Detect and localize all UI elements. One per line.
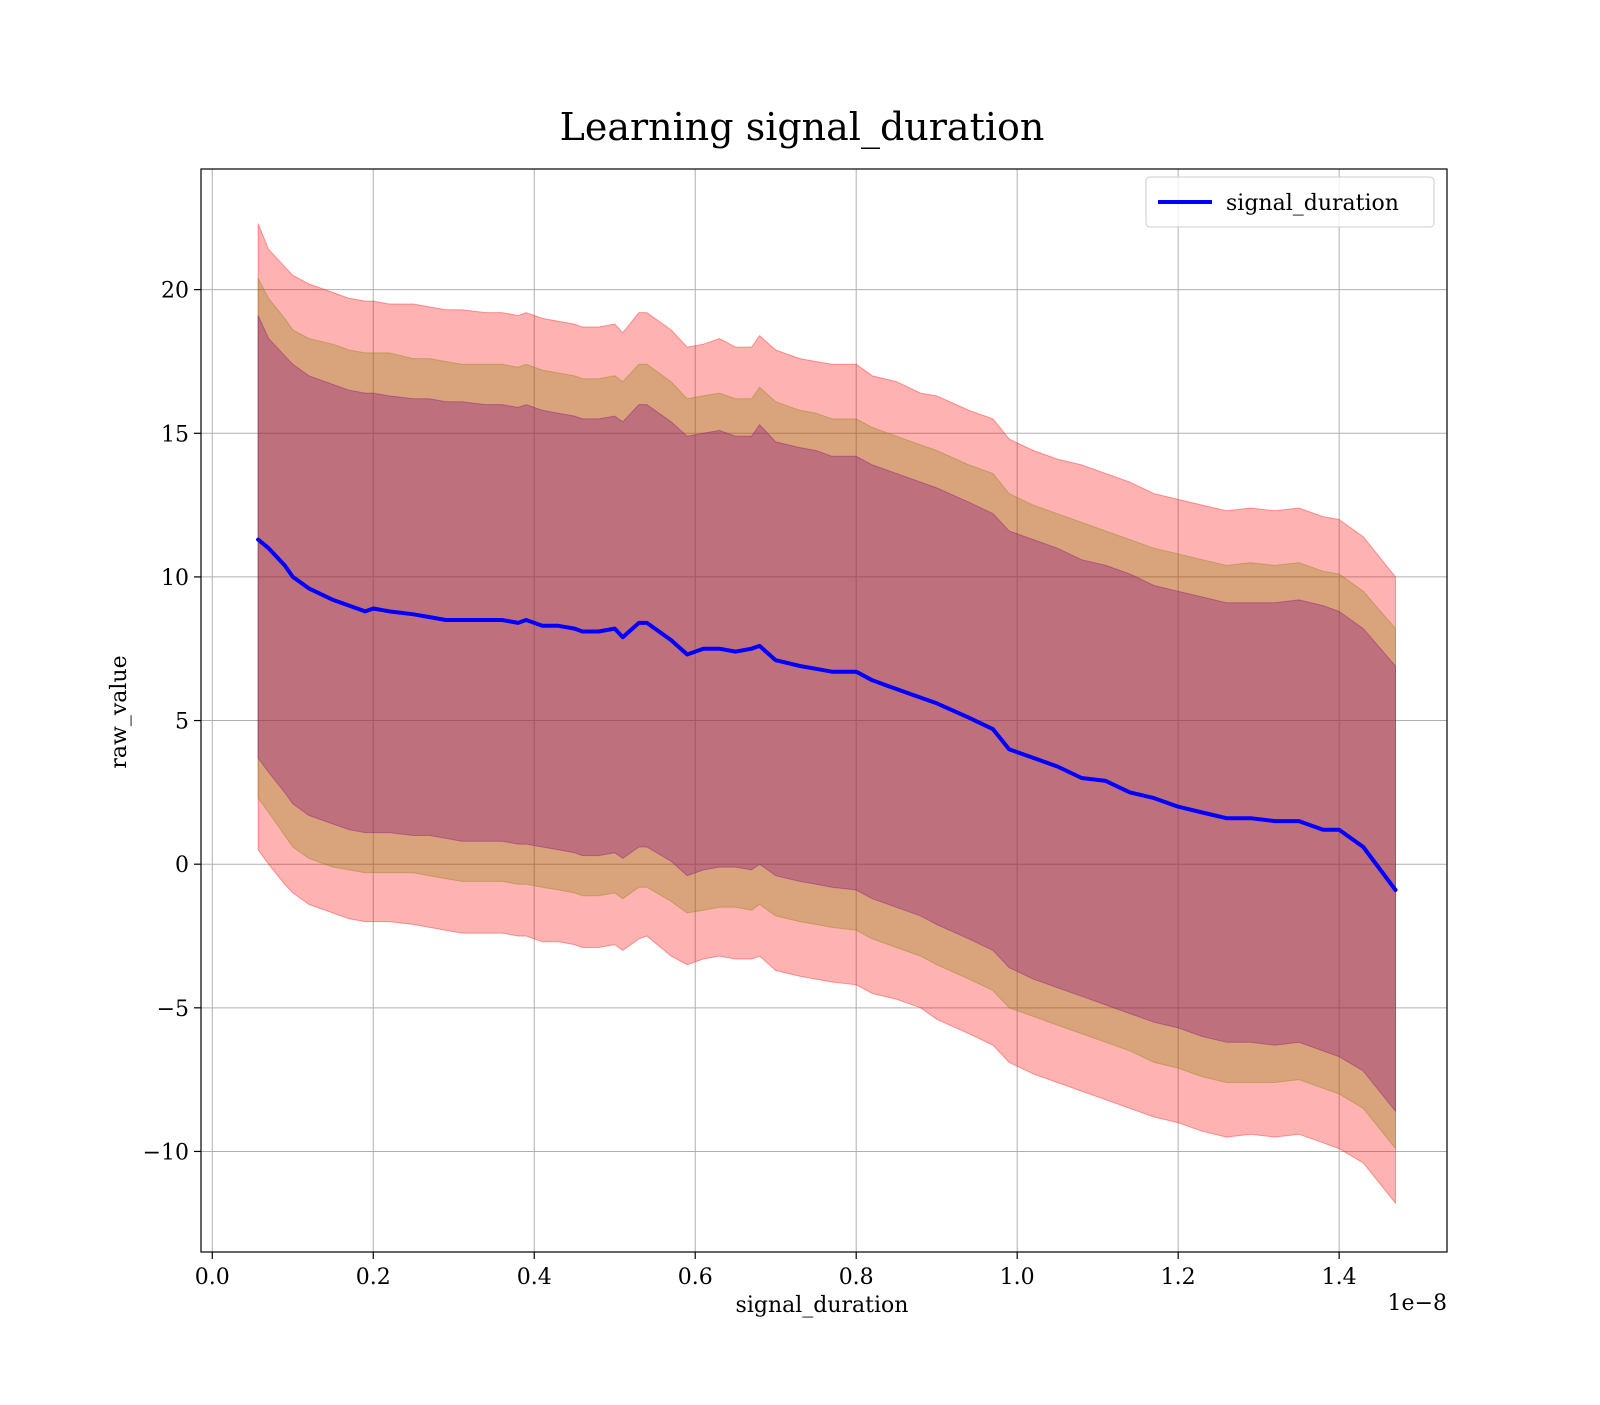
y-tick-label-4: 10 bbox=[161, 566, 189, 591]
x-tick-label-2: 0.4 bbox=[517, 1265, 552, 1290]
grid-lines bbox=[201, 169, 1447, 1252]
plot-area bbox=[201, 169, 1447, 1252]
legend-box bbox=[1145, 176, 1435, 228]
tick-labels: 0.0 0.2 0.4 0.6 0.8 1.0 1.2 1.4 −10 −5 0 5 10 15 20 bbox=[143, 279, 1357, 1290]
x-axis-offset-label: 1e−8 bbox=[1388, 1291, 1447, 1316]
legend-label-signal-duration: signal_duration bbox=[1226, 191, 1399, 216]
series-lines bbox=[256, 537, 1398, 892]
x-tick-label-3: 0.6 bbox=[678, 1265, 713, 1290]
y-axis-label: raw_value bbox=[107, 655, 132, 768]
x-tick-label-7: 1.4 bbox=[1322, 1265, 1357, 1290]
x-tick-label-4: 0.8 bbox=[839, 1265, 874, 1290]
x-tick-label-1: 0.2 bbox=[356, 1265, 391, 1290]
band-outer bbox=[257, 223, 1396, 1205]
plot-frame bbox=[200, 168, 1448, 1253]
axes bbox=[200, 168, 1448, 1253]
x-tick-label-5: 1.0 bbox=[1000, 1265, 1035, 1290]
x-axis-label: signal_duration bbox=[736, 1293, 909, 1318]
y-tick-label-0: −10 bbox=[143, 1140, 189, 1165]
series-line-signal-duration bbox=[256, 537, 1398, 892]
legend: signal_duration bbox=[1145, 176, 1435, 228]
confidence-bands bbox=[257, 223, 1396, 1205]
band-middle bbox=[257, 277, 1396, 1151]
y-tick-label-3: 5 bbox=[175, 710, 189, 735]
y-tick-label-6: 20 bbox=[161, 279, 189, 304]
x-tick-label-0: 0.0 bbox=[195, 1265, 230, 1290]
y-tick-label-1: −5 bbox=[157, 997, 189, 1022]
y-tick-label-2: 0 bbox=[175, 853, 189, 878]
plot-background bbox=[201, 169, 1447, 1252]
chart-title: Learning signal_duration bbox=[560, 105, 1045, 150]
band-inner bbox=[257, 315, 1396, 1113]
x-tick-label-6: 1.2 bbox=[1161, 1265, 1196, 1290]
y-tick-label-5: 15 bbox=[161, 422, 189, 447]
